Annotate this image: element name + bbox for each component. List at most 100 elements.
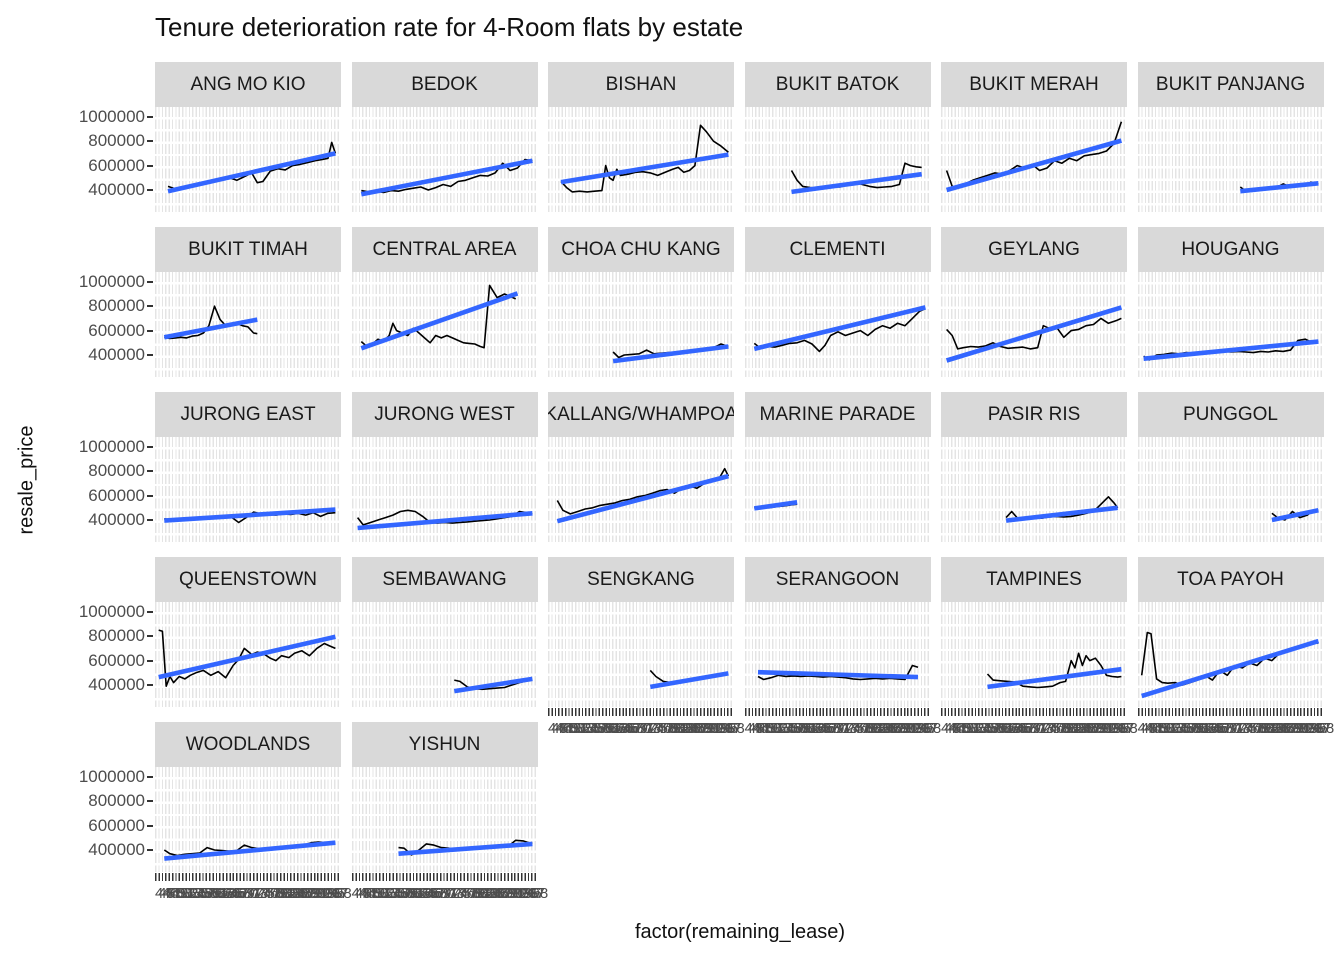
x-tick-label: 59 — [205, 885, 222, 902]
x-tick-label: 87 — [298, 885, 315, 902]
x-tick-label: 98 — [924, 720, 942, 737]
x-tick-label: 56 — [195, 885, 212, 902]
x-tick-label: 76 — [1047, 720, 1065, 737]
x-tick-label: 65 — [1207, 720, 1225, 737]
y-tick-label: 800000 — [88, 626, 145, 646]
x-tick-label: 92 — [511, 885, 529, 902]
facet-chart — [945, 121, 1123, 193]
x-tick-label: 73 — [841, 720, 858, 737]
x-tick-label: 86 — [688, 720, 705, 737]
x-tick-label: 95 — [718, 720, 735, 737]
y-tick-label: 400000 — [88, 675, 145, 695]
x-tick-label: 56 — [784, 720, 802, 737]
facet-panel — [941, 272, 1127, 377]
x-tick-label: 55 — [977, 720, 995, 737]
x-tick-label: 54 — [1170, 720, 1188, 737]
facet-panel — [1137, 107, 1324, 212]
x-tick-label: 70 — [1224, 720, 1241, 737]
x-tick-label: 91 — [704, 720, 722, 737]
x-tick-label: 98 — [531, 885, 549, 902]
x-tick-label: 66 — [1014, 720, 1031, 737]
series-line — [556, 467, 730, 515]
x-tick-label: 51 — [767, 720, 785, 737]
facet-strip-label: TOA PAYOH — [1177, 568, 1284, 590]
x-tick-label: 52 — [967, 720, 985, 737]
x-tick-label: 70 — [241, 885, 259, 902]
x-tick-label: 56 — [1177, 720, 1195, 737]
x-tick-label: 73 — [251, 885, 269, 902]
trend-line — [753, 500, 797, 511]
x-tick-label: 93 — [1104, 720, 1121, 737]
y-tick-mark — [147, 189, 153, 192]
x-tick-label: 44 — [744, 720, 762, 737]
x-tick-label: 63 — [1200, 720, 1218, 737]
x-tick-label: 51 — [964, 720, 981, 737]
trend-line — [753, 305, 926, 352]
x-tick-label: 90 — [1094, 720, 1111, 737]
facet-strip: CLEMENTI — [744, 227, 931, 272]
x-tick-label: 75 — [454, 885, 472, 902]
x-tick-label: 66 — [621, 720, 638, 737]
facet-strip: JURONG EAST — [155, 392, 341, 437]
x-tick-label: 89 — [305, 885, 322, 902]
facet-panel — [351, 767, 538, 872]
facet-strip-label: WOODLANDS — [185, 733, 311, 755]
y-tick-label: 1000000 — [78, 106, 145, 126]
trend-line — [356, 511, 533, 531]
x-tick-label: 59 — [1187, 720, 1205, 737]
y-tick-label: 600000 — [88, 485, 145, 505]
x-tick-label: 87 — [691, 720, 708, 737]
x-tick-label: 44 — [155, 885, 172, 902]
x-tick-label: 54 — [188, 885, 205, 902]
facet-strip-label: CHOA CHU KANG — [561, 238, 721, 260]
x-tick-label: 48 — [364, 885, 382, 902]
y-tick-mark — [147, 470, 153, 473]
x-tick-label: 98 — [1121, 720, 1138, 737]
x-tick-label: 70 — [438, 885, 455, 902]
x-tick-label: 69 — [238, 885, 255, 902]
facet-strip: BUKIT BATOK — [744, 62, 931, 107]
x-tick-label: 62 — [215, 885, 232, 902]
x-tick-label: 83 — [1267, 720, 1285, 737]
x-tick-label: 79 — [664, 720, 682, 737]
trend-line — [945, 138, 1123, 193]
facet-panel — [351, 437, 538, 542]
y-tick-label: 800000 — [88, 131, 145, 151]
x-tick-label: 52 — [378, 885, 395, 902]
x-tick-label: 71 — [638, 720, 655, 737]
x-tick-label: 54 — [384, 885, 402, 902]
facet-strip-label: SENGKANG — [587, 568, 695, 590]
x-tick-label: 50 — [568, 720, 585, 737]
x-tick-label: 58 — [594, 720, 612, 737]
facet-strip: BUKIT MERAH — [941, 62, 1127, 107]
x-tick-label: 69 — [631, 720, 648, 737]
y-tick-mark — [147, 610, 153, 613]
facet-chart — [158, 629, 336, 687]
x-tick-label: 78 — [661, 720, 678, 737]
x-tick-label: 55 — [584, 720, 602, 737]
x-tick-label: 53 — [578, 720, 595, 737]
series-line — [753, 307, 926, 353]
x-tick-label: 88 — [498, 885, 515, 902]
x-tick-label: 85 — [488, 885, 505, 902]
facet-panel — [155, 107, 341, 212]
facet-panel — [155, 272, 341, 377]
x-tick-label: 82 — [478, 885, 495, 902]
x-tick-label: 74 — [1041, 720, 1058, 737]
x-tick-label: 84 — [1074, 720, 1091, 737]
x-tick-label: 68 — [1021, 720, 1038, 737]
x-tick-label: 78 — [1054, 720, 1071, 737]
x-tick-label: 45 — [354, 885, 372, 902]
y-tick-mark — [147, 354, 153, 357]
y-tick-label: 800000 — [88, 461, 145, 481]
x-tick-label: 64 — [418, 885, 435, 902]
x-tick-label: 70 — [831, 720, 848, 737]
x-tick-label: 93 — [514, 885, 532, 902]
x-tick-label: 87 — [1280, 720, 1298, 737]
x-tick-label: 79 — [271, 885, 289, 902]
x-tick-label: 78 — [857, 720, 875, 737]
facet-strip-label: HOUGANG — [1181, 238, 1280, 260]
x-tick-label: 79 — [861, 720, 878, 737]
x-tick-label: 50 — [764, 720, 782, 737]
x-tick-label: 84 — [288, 885, 305, 902]
